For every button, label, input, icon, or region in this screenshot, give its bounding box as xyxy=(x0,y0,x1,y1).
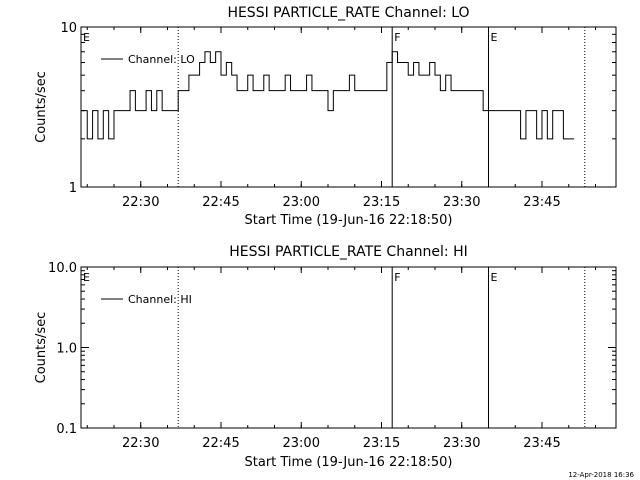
x-axis-label: Start Time (19-Jun-16 22:18:50) xyxy=(245,213,453,228)
event-marker-label: F xyxy=(394,271,400,284)
event-marker-label: E xyxy=(83,271,90,284)
x-axis-label: Start Time (19-Jun-16 22:18:50) xyxy=(245,455,453,470)
y-tick-label: 10.0 xyxy=(48,261,77,276)
y-axis-label: Counts/sec xyxy=(34,312,49,384)
event-marker-label: E xyxy=(83,31,90,44)
y-axis-label: Counts/sec xyxy=(34,71,49,143)
legend-entry: Channel: HI xyxy=(128,293,192,306)
chart-title: HESSI PARTICLE_RATE Channel: HI xyxy=(229,244,467,260)
x-tick-label: 22:45 xyxy=(202,436,239,451)
plot-frame xyxy=(80,26,617,188)
y-tick-label: 0.1 xyxy=(56,422,77,437)
x-tick-label: 23:00 xyxy=(283,195,320,210)
x-tick-label: 23:30 xyxy=(443,436,480,451)
y-tick-label: 1.0 xyxy=(56,342,77,357)
chart-title: HESSI PARTICLE_RATE Channel: LO xyxy=(227,5,469,21)
legend-entry: Channel: LO xyxy=(128,53,195,66)
x-tick-label: 22:30 xyxy=(122,195,159,210)
event-marker-label: E xyxy=(490,31,497,44)
y-tick-label: 10 xyxy=(60,21,77,36)
y-tick-label: 1 xyxy=(69,181,77,196)
x-tick-label: 23:15 xyxy=(363,195,400,210)
footer-timestamp: 12-Apr-2018 16:36 xyxy=(568,471,634,479)
x-tick-label: 23:15 xyxy=(363,436,400,451)
series-line-0 xyxy=(81,51,575,140)
event-marker-label: E xyxy=(490,271,497,284)
x-tick-label: 23:45 xyxy=(523,195,560,210)
x-tick-label: 22:45 xyxy=(202,195,239,210)
plot-frame xyxy=(80,266,617,429)
x-tick-label: 23:45 xyxy=(523,436,560,451)
x-tick-label: 23:00 xyxy=(283,436,320,451)
event-marker-label: F xyxy=(394,31,400,44)
x-tick-label: 22:30 xyxy=(122,436,159,451)
x-tick-label: 23:30 xyxy=(443,195,480,210)
